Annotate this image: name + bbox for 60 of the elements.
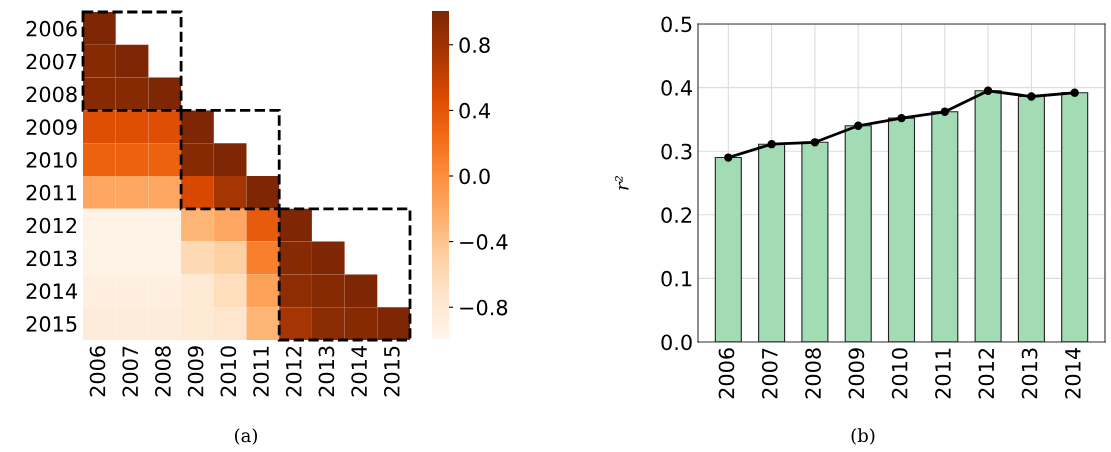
bar (801, 141, 829, 342)
y-tick-label: 0.1 (661, 270, 692, 287)
point (810, 138, 820, 147)
color-bar-label: 0.0 (459, 168, 490, 185)
bar (844, 125, 872, 342)
y-tick-label: 2014 (26, 283, 77, 300)
y-tick-label: 2008 (26, 86, 77, 103)
bar (1017, 95, 1045, 342)
y-axis-title: r² (615, 175, 629, 190)
x-tick-label: 2013 (318, 346, 335, 397)
point (897, 113, 906, 123)
color-bar-label: 0.4 (459, 102, 490, 119)
y-tick-label: 2006 (26, 20, 77, 37)
color-bar-label: 0.8 (459, 37, 490, 54)
x-tick-label: 2006 (718, 348, 735, 399)
y-tick-label: 0.2 (661, 207, 692, 224)
y-tick-label: 2010 (26, 152, 77, 168)
color-bar-label: −0.4 (460, 234, 508, 250)
bar (887, 117, 916, 342)
x-tick-label: 2012 (285, 346, 302, 397)
text: (a) (235, 428, 257, 445)
y-tick-label: 0.3 (661, 143, 692, 160)
y-tick-label: 2011 (26, 184, 77, 201)
x-tick-label: 2013 (1021, 348, 1038, 399)
x-tick-label: 2011 (935, 348, 951, 399)
y-tick-label: 2015 (26, 316, 77, 332)
x-tick-label: 2007 (122, 346, 139, 397)
y-tick-label: 2007 (26, 53, 77, 70)
bar (931, 111, 959, 342)
point (940, 107, 949, 116)
y-tick-label: 2009 (26, 119, 77, 136)
bar (714, 157, 742, 342)
x-tick-label: 2012 (978, 348, 995, 399)
point (1027, 92, 1036, 101)
x-tick-label: 2008 (805, 348, 821, 399)
point (1070, 88, 1079, 97)
y-tick-label: 2013 (26, 250, 77, 267)
x-tick-label: 2009 (848, 348, 865, 399)
bar (1061, 92, 1089, 342)
color-bar-label: −0.8 (460, 299, 508, 316)
point (724, 153, 733, 162)
point (767, 140, 776, 149)
x-tick-label: 2011 (253, 346, 269, 397)
point (983, 86, 993, 95)
y-tick-label: 0.4 (661, 80, 692, 96)
x-tick-label: 2008 (155, 346, 171, 397)
y-tick-label: 0.5 (661, 16, 692, 33)
y-tick-label: 2012 (26, 217, 77, 234)
x-tick-label: 2010 (891, 348, 908, 399)
x-tick-label: 2010 (220, 346, 237, 397)
y-tick-label: 0.0 (661, 334, 692, 351)
x-tick-label: 2014 (351, 346, 367, 397)
text: (b) (851, 428, 875, 445)
point (854, 121, 863, 130)
bar (974, 90, 1002, 342)
bar (758, 143, 786, 342)
x-tick-label: 2009 (187, 346, 204, 397)
x-tick-label: 2014 (1064, 348, 1081, 399)
x-tick-label: 2007 (761, 348, 778, 399)
x-tick-label: 2015 (383, 346, 400, 397)
